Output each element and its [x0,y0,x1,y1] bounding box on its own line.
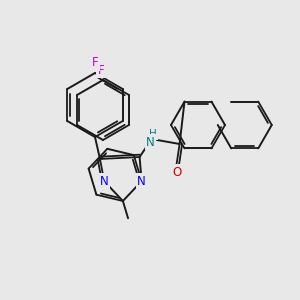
Text: F: F [98,64,104,76]
Text: N: N [137,175,146,188]
Text: H: H [149,129,157,139]
Text: F: F [92,56,98,70]
Text: O: O [172,166,181,178]
Text: N: N [146,136,155,148]
Text: N: N [100,175,109,188]
